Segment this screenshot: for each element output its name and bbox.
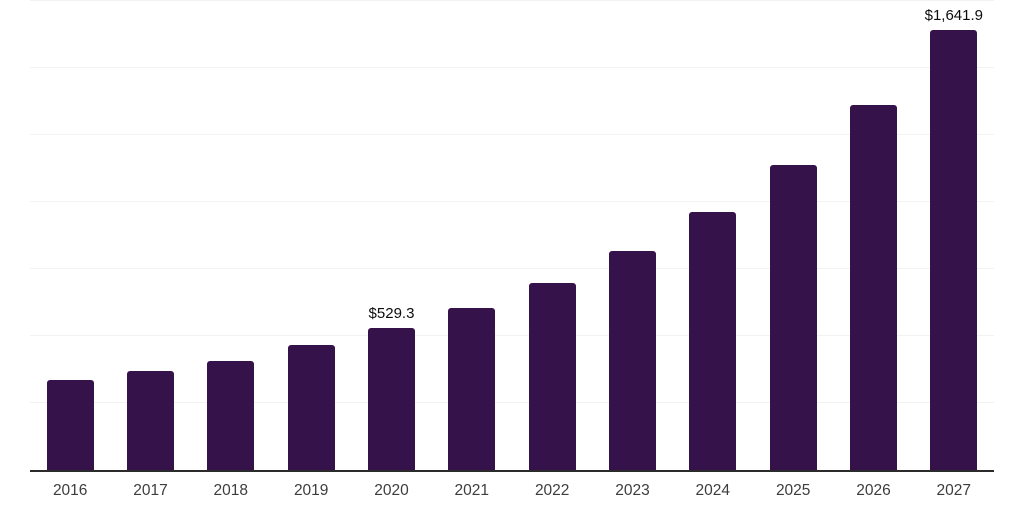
gridline-750 [30, 267, 994, 269]
x-tick-2024: 2024 [695, 482, 731, 499]
x-tick-2022: 2022 [534, 482, 570, 499]
x-axis: 2016 2017 2018 2019 2020 2021 2022 2023 2024 2025… [30, 482, 994, 506]
bar-2025 [769, 164, 817, 470]
x-tick-2019: 2019 [293, 482, 329, 499]
x-tick-2016: 2016 [52, 482, 88, 499]
x-tick-2027: 2027 [936, 482, 972, 499]
x-tick-2017: 2017 [133, 482, 168, 499]
x-tick-2020: 2020 [374, 482, 409, 499]
gridline-250 [30, 401, 994, 403]
plot-area: $529.3 $1,641.9 [30, 0, 994, 472]
bar-2017 [127, 370, 174, 470]
gridline-500 [30, 334, 994, 336]
bar-2021 [448, 307, 496, 470]
x-tick-2025: 2025 [775, 482, 811, 499]
x-tick-2021: 2021 [454, 482, 490, 499]
bar-2024 [689, 211, 737, 470]
bar-2019 [287, 344, 335, 470]
gridline-1000 [30, 200, 994, 202]
data-label-2027: $1,641.9 [924, 6, 983, 24]
data-label-2020: $529.3 [368, 305, 415, 322]
bar-2018 [207, 360, 255, 470]
x-tick-2023: 2023 [615, 482, 650, 499]
gridline-1500 [30, 66, 994, 68]
bar-2020 [368, 328, 415, 470]
bar-2026 [850, 104, 897, 470]
bar-2023 [609, 250, 656, 470]
bar-2022 [528, 282, 576, 470]
bar-2027 [930, 29, 978, 470]
x-tick-2018: 2018 [213, 482, 249, 499]
gridline-1250 [30, 133, 994, 135]
bar-2016 [46, 379, 94, 470]
gridline-1750 [30, 0, 994, 1]
x-tick-2026: 2026 [856, 482, 891, 499]
